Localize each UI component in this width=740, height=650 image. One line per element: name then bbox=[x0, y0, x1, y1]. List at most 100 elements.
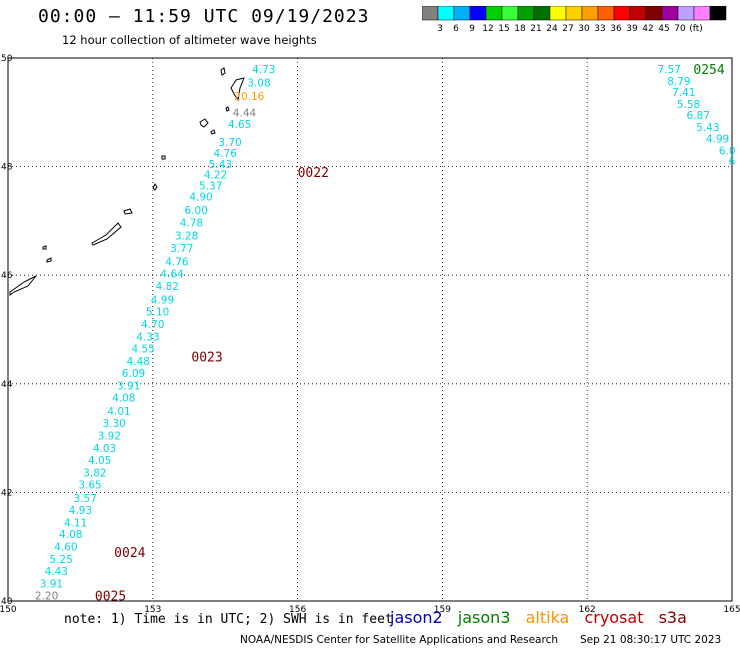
y-tick-label: 44 bbox=[1, 380, 13, 390]
wave-height-point: 4.76 bbox=[214, 148, 238, 160]
colorbar-label: 3 bbox=[437, 24, 443, 34]
wave-height-point: 4.93 bbox=[69, 505, 92, 517]
wave-height-point: 5.10 bbox=[146, 307, 169, 319]
colorbar-legend: 3 6 9 12 15 18 21 24 27 30 33 36 39 42 45 70 (ft) bbox=[422, 6, 727, 34]
x-tick-label: 153 bbox=[144, 605, 161, 615]
wave-height-point: 3.92 bbox=[98, 430, 121, 442]
wave-height-point: 6.09 bbox=[122, 368, 145, 380]
coastline-outline bbox=[225, 106, 230, 112]
y-tick-label: 46 bbox=[1, 271, 13, 281]
generated-timestamp: Sep 21 08:30:17 UTC 2023 bbox=[580, 634, 722, 646]
wave-height-point: 4.73 bbox=[252, 64, 275, 76]
wave-height-point: 4.65 bbox=[228, 119, 251, 131]
wave-height-point: 4.01 bbox=[107, 406, 130, 418]
colorbar-label: 12 bbox=[482, 24, 493, 34]
colorbar-label: 27 bbox=[562, 24, 573, 34]
colorbar-label: 9 bbox=[469, 24, 475, 34]
pass-time-label: 0025 bbox=[95, 590, 126, 605]
colorbar-label: 18 bbox=[514, 24, 526, 34]
colorbar-label: (ft) bbox=[689, 24, 703, 34]
x-tick-label: 150 bbox=[0, 605, 17, 615]
legend-s3a: s3a bbox=[658, 608, 687, 627]
wave-height-point: 6 bbox=[729, 156, 736, 168]
coastline-outline bbox=[9, 275, 37, 296]
coastline-outline bbox=[91, 222, 122, 246]
wave-height-point: 4.60 bbox=[54, 542, 77, 554]
wave-height-point: 4.99 bbox=[706, 133, 729, 145]
pass-time-label: 0023 bbox=[191, 351, 222, 366]
wave-height-point: 3.65 bbox=[78, 479, 101, 491]
wave-height-point: 4.82 bbox=[156, 281, 179, 293]
legend-jason3: jason3 bbox=[457, 608, 511, 627]
colorbar-swatch bbox=[709, 6, 727, 21]
wave-height-point: 3.70 bbox=[218, 137, 241, 149]
wave-height-point: 4.90 bbox=[189, 191, 212, 203]
wave-height-point: 4.43 bbox=[45, 566, 68, 578]
wave-height-point: 5.25 bbox=[49, 554, 72, 566]
colorbar-label: 45 bbox=[658, 24, 669, 34]
x-tick-label: 156 bbox=[289, 605, 306, 615]
colorbar-label: 70 bbox=[674, 24, 686, 34]
wave-height-point: 7.41 bbox=[672, 87, 695, 99]
wave-height-point: 5.37 bbox=[199, 181, 222, 193]
wave-height-point: 4.05 bbox=[88, 455, 111, 467]
wave-height-point: 8.79 bbox=[667, 76, 690, 88]
y-tick-label: 50 bbox=[1, 54, 13, 64]
wave-height-point: 4.70 bbox=[141, 319, 164, 331]
colorbar-label: 33 bbox=[594, 24, 605, 34]
wave-height-point: 3.77 bbox=[170, 243, 193, 255]
wave-height-point: 6.00 bbox=[185, 205, 208, 217]
colorbar-label: 36 bbox=[610, 24, 622, 34]
y-tick-label: 42 bbox=[1, 488, 12, 498]
credit-text: NOAA/NESDIS Center for Satellite Applica… bbox=[240, 634, 558, 646]
wave-height-point: 4.08 bbox=[59, 529, 82, 541]
wave-height-point: 4.44 bbox=[233, 107, 257, 119]
x-tick-label: 162 bbox=[579, 605, 596, 615]
colorbar-label: 24 bbox=[546, 24, 558, 34]
wave-height-point: 2.20 bbox=[35, 591, 58, 603]
wave-height-point: 6.0 bbox=[719, 145, 736, 157]
wave-height-point: 3.82 bbox=[83, 467, 106, 479]
coastline-outline bbox=[161, 155, 166, 160]
wave-height-point: 5.43 bbox=[696, 122, 719, 134]
legend-altika: altika bbox=[525, 608, 570, 627]
wave-height-point: 6.87 bbox=[687, 110, 710, 122]
colorbar-label: 21 bbox=[530, 24, 541, 34]
wave-height-point: 5.58 bbox=[677, 99, 700, 111]
wave-height-point: 20.16 bbox=[234, 91, 264, 103]
wave-height-point: 3.57 bbox=[74, 493, 97, 505]
coastline-outline bbox=[220, 67, 226, 76]
wave-height-point: 3.30 bbox=[102, 418, 125, 430]
coastline-outline bbox=[152, 183, 158, 191]
wave-height-point: 3.91 bbox=[117, 380, 140, 392]
pass-time-label: 0022 bbox=[298, 166, 329, 181]
colorbar-label: 30 bbox=[578, 24, 590, 34]
wave-height-point: 4.78 bbox=[180, 218, 203, 230]
units-note: note: 1) Time is in UTC; 2) SWH is in fe… bbox=[64, 612, 393, 627]
wave-height-point: 4.99 bbox=[151, 295, 174, 307]
wave-height-point: 4.22 bbox=[204, 170, 227, 182]
wave-height-point: 4.11 bbox=[64, 517, 87, 529]
wave-height-point: 4.64 bbox=[160, 269, 184, 281]
coastline-outline bbox=[199, 118, 209, 128]
coastline-outline bbox=[123, 208, 133, 215]
wave-height-point: 3.91 bbox=[40, 579, 63, 591]
wave-height-point: 4.08 bbox=[112, 392, 135, 404]
wave-height-point: 4.33 bbox=[136, 332, 159, 344]
coastline-outline bbox=[230, 77, 245, 102]
plot-frame bbox=[7, 57, 733, 602]
x-tick-label: 159 bbox=[434, 605, 451, 615]
y-tick-label: 40 bbox=[1, 597, 13, 607]
x-tick-label: 165 bbox=[723, 605, 740, 615]
colorbar-label: 42 bbox=[642, 24, 653, 34]
wave-height-point: 4.76 bbox=[165, 257, 189, 269]
satellite-legend: jason2 jason3 altika cryosat s3a bbox=[390, 608, 697, 627]
wave-height-point: 3.08 bbox=[247, 77, 270, 89]
colorbar-label: 6 bbox=[453, 24, 459, 34]
wave-height-point: 7.57 bbox=[658, 64, 681, 76]
legend-jason2: jason2 bbox=[390, 608, 443, 627]
colorbar-label: 15 bbox=[498, 24, 509, 34]
coastline-outline bbox=[210, 129, 216, 135]
pass-time-label: 0024 bbox=[114, 546, 145, 561]
